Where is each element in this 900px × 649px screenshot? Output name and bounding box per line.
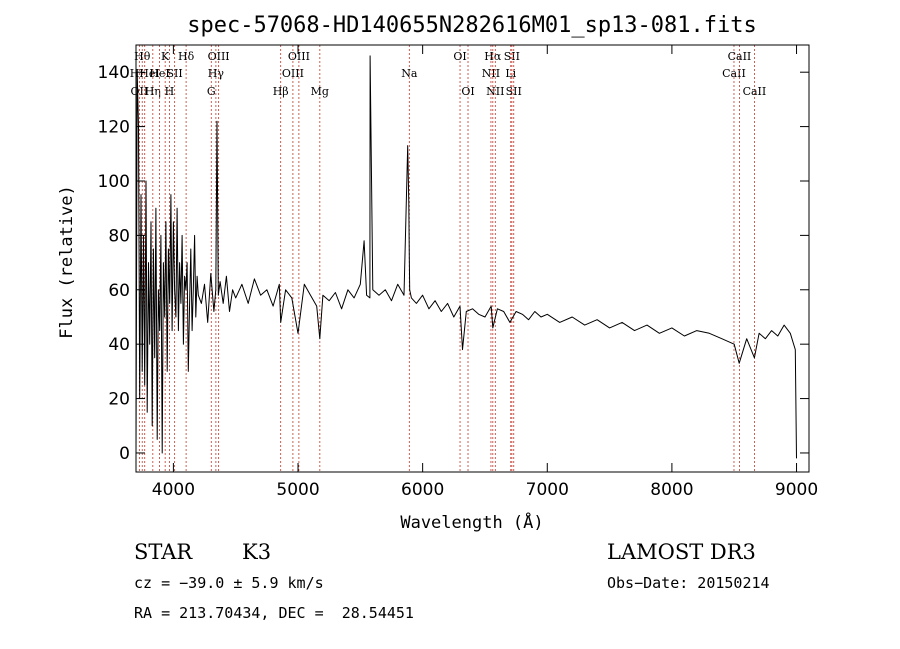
object-class: STAR	[134, 540, 193, 564]
axis-ticks: 4000 5000 6000 7000 8000 9000 0 20 40 60 80 100 120 1…	[98, 45, 818, 500]
annotation-label-13: OIII	[282, 67, 304, 80]
object-subclass: K3	[242, 540, 272, 564]
x-tick-label-4: 8000	[650, 480, 693, 500]
y-tick-label-1: 20	[108, 390, 130, 410]
annotation-label-9: G	[207, 85, 216, 98]
annotation-label-23: Li	[505, 67, 516, 80]
y-tick-label-7: 140	[98, 63, 130, 83]
annotation-label-12: Hβ	[273, 85, 289, 98]
annotation-label-26: CaII	[728, 50, 752, 63]
y-axis-label: Flux (relative)	[57, 185, 77, 339]
annotation-label-15: Mg	[311, 85, 329, 98]
annotation-label-17: OI	[453, 50, 466, 63]
spectrum-line	[135, 55, 797, 459]
y-tick-label-3: 60	[108, 281, 130, 301]
survey-name: LAMOST DR3	[607, 540, 756, 564]
annotation-label-5: K	[161, 50, 170, 63]
observation-date: Obs−Date: 20150214	[607, 574, 770, 592]
annotation-label-1: Hθ	[134, 50, 151, 63]
spectrum-chart: spec-57068-HD140655N282616M01_sp13-081.f…	[57, 13, 818, 533]
annotation-label-10: Hγ	[208, 67, 225, 80]
annotation-label-20: Hα	[484, 50, 502, 63]
annotation-label-3: Hη	[145, 85, 161, 98]
annotation-label-0: OII	[131, 85, 149, 98]
annotation-label-22: SII	[504, 50, 520, 63]
x-tick-label-0: 4000	[152, 480, 195, 500]
annotation-label-6: H	[165, 85, 175, 98]
x-tick-label-2: 6000	[401, 480, 444, 500]
y-tick-label-0: 0	[119, 444, 130, 464]
x-tick-label-5: 9000	[775, 480, 818, 500]
y-tick-label-5: 100	[98, 172, 130, 192]
spectrum-layer	[135, 55, 797, 459]
annotation-label-4: HeI	[149, 67, 169, 80]
annotation-label-16: Na	[401, 67, 418, 80]
y-tick-label-2: 40	[108, 335, 130, 355]
annotation-label-25: CaII	[722, 67, 746, 80]
annotation-label-8: Hδ	[178, 50, 195, 63]
annotation-label-18: OI	[461, 85, 474, 98]
annotation-label-11: OIII	[208, 50, 230, 63]
annotation-label-19: NII	[482, 67, 500, 80]
y-tick-label-6: 120	[98, 118, 130, 138]
chart-title: spec-57068-HD140655N282616M01_sp13-081.f…	[187, 13, 757, 38]
redshift-velocity: cz = −39.0 ± 5.9 km/s	[134, 574, 324, 592]
x-axis-label: Wavelength (Å)	[400, 511, 543, 533]
x-tick-label-3: 7000	[526, 480, 569, 500]
y-tick-label-4: 80	[108, 226, 130, 246]
annotation-label-21: NII	[486, 85, 504, 98]
plot-frame	[135, 44, 810, 473]
x-tick-label-1: 5000	[276, 480, 319, 500]
annotation-label-14: OIII	[288, 50, 310, 63]
annotation-layer: OIIHθHHeIHηHeIKHSIIHδGHγOIIIHβOIIIOIIIMg…	[130, 45, 767, 472]
annotation-label-24: SII	[506, 85, 522, 98]
annotation-label-7: SII	[167, 67, 183, 80]
annotation-label-27: CaII	[743, 85, 767, 98]
coordinates: RA = 213.70434, DEC = 28.54451	[134, 604, 414, 622]
